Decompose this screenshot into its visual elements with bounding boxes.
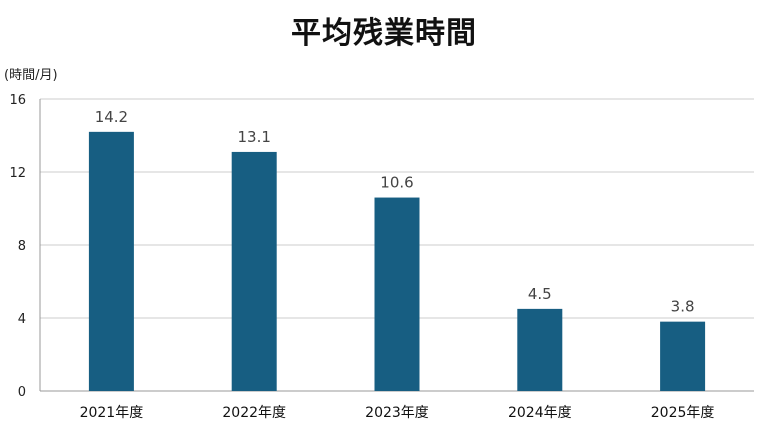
y-tick-label: 12 [9,166,26,181]
y-axis-unit-label: (時間/月) [4,68,58,83]
labels: 0 4 8 12 16 14.2 2021年度 13.1 2022年度 10.6 2023年度 4.5… [9,93,714,421]
y-tick-label: 8 [18,239,26,254]
chart-title: 平均残業時間 [291,16,477,51]
y-tick-label: 4 [18,312,26,327]
y-tick-label: 16 [9,93,26,108]
x-tick-label: 2022年度 [222,405,286,421]
data-label: 13.1 [237,128,270,146]
bar [517,308,563,391]
bar [231,151,277,391]
bar [88,131,134,391]
data-label: 14.2 [95,108,128,126]
bars [88,131,706,391]
bar [660,321,706,391]
data-label: 3.8 [671,298,695,316]
x-tick-label: 2024年度 [508,405,572,421]
data-label: 10.6 [380,174,413,192]
x-tick-label: 2025年度 [651,405,715,421]
y-tick-label: 0 [18,385,26,400]
x-tick-label: 2021年度 [80,405,144,421]
data-label: 4.5 [528,285,552,303]
bar [374,197,420,391]
x-tick-label: 2023年度 [365,405,429,421]
